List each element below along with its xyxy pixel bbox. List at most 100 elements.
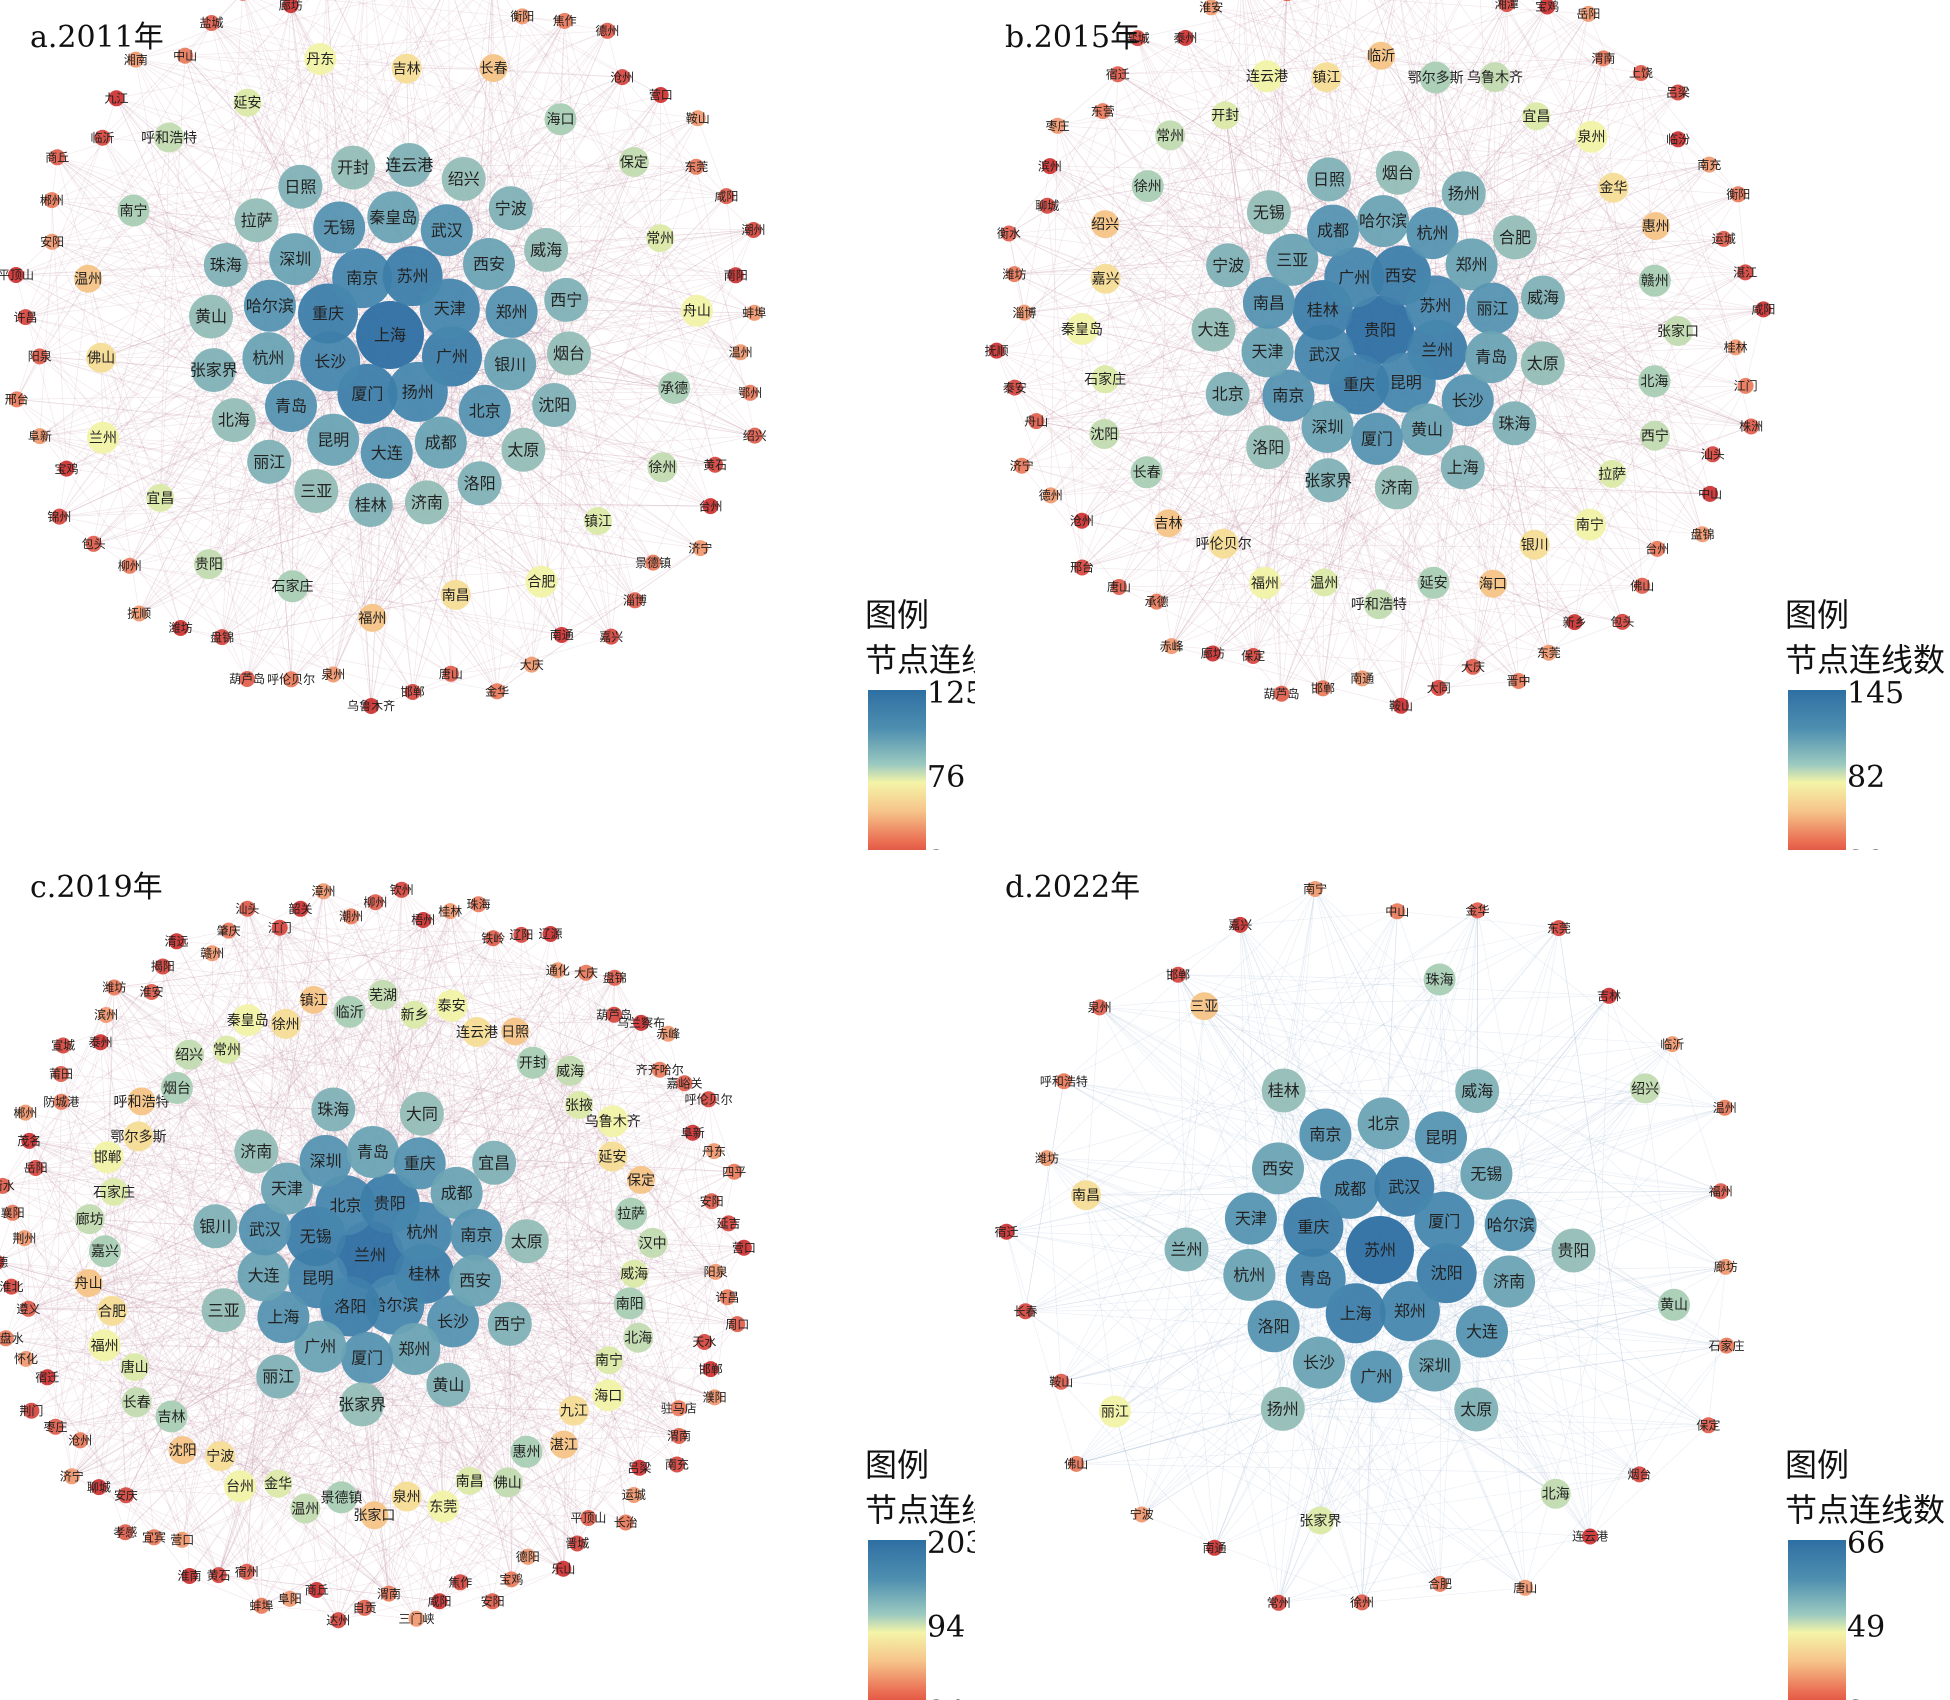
city-node: 威海 <box>555 1055 586 1086</box>
node-circle <box>356 301 424 369</box>
edge <box>35 1167 279 1377</box>
node-circle <box>595 1346 623 1375</box>
node-label: 石家庄 <box>1708 1338 1744 1353</box>
edge <box>100 58 321 359</box>
node-label: 德州 <box>1039 488 1063 503</box>
city-node: 武汉 <box>1294 324 1355 385</box>
edge <box>493 67 756 436</box>
edge <box>1654 381 1658 549</box>
edge <box>726 196 737 276</box>
city-node: 深圳 <box>269 233 322 286</box>
edge <box>269 178 464 306</box>
city-node: 兰州 <box>336 1221 404 1289</box>
edge <box>443 1132 693 1507</box>
edge <box>290 259 296 680</box>
node-label: 许昌 <box>715 1290 739 1304</box>
node-circle <box>256 1354 301 1399</box>
node-label: 临汾 <box>1666 133 1690 147</box>
node-circle <box>1350 412 1403 465</box>
node-circle <box>1456 1305 1508 1358</box>
edge <box>449 195 727 309</box>
edge <box>1021 465 1120 588</box>
edge <box>484 410 711 507</box>
node-label: 临沂 <box>1660 1037 1684 1051</box>
edge <box>563 1105 580 1569</box>
city-node: 淮安 <box>140 984 164 1000</box>
edge <box>47 1376 574 1412</box>
edge <box>1063 1080 1487 1175</box>
node-label: 西安 <box>1385 266 1417 285</box>
city-node: 长春 <box>1013 1303 1038 1320</box>
node-label: 怀化 <box>14 1352 38 1366</box>
city-node: 威海 <box>1455 1069 1500 1114</box>
node-circle <box>1727 339 1744 356</box>
edge <box>1049 165 1402 706</box>
node-circle <box>1251 60 1283 93</box>
edge <box>414 0 698 312</box>
edge <box>176 930 229 942</box>
edge <box>16 356 41 400</box>
edge <box>263 1274 578 1544</box>
node-label: 沧州 <box>610 69 634 84</box>
edge <box>1060 911 1398 1382</box>
edge <box>28 1225 216 1310</box>
edge <box>1178 974 1440 980</box>
city-node: 芜湖 <box>368 979 398 1010</box>
edge <box>1542 363 1623 623</box>
node-circle <box>442 665 459 682</box>
node-label: 洛阳 <box>1252 438 1284 457</box>
edge <box>474 1280 509 1483</box>
edge <box>182 1435 680 1451</box>
node-circle <box>343 908 360 925</box>
edge <box>25 1112 183 1540</box>
city-node: 达州 <box>326 1612 350 1629</box>
city-node: 景德镇 <box>635 554 671 571</box>
edge <box>1558 928 1640 1475</box>
node-circle <box>20 1300 37 1317</box>
city-node: 铁岭 <box>481 930 505 947</box>
node-circle <box>1346 1216 1414 1284</box>
city-node: 张掖 <box>565 1091 593 1120</box>
legend-title: 图例 <box>865 1446 930 1484</box>
edge <box>292 562 654 587</box>
city-node: 淄博 <box>623 592 647 609</box>
city-node: 天津 <box>419 278 480 339</box>
edge <box>185 30 608 57</box>
edge <box>349 889 403 1013</box>
edge <box>1536 116 1656 281</box>
city-node: 三亚 <box>1190 992 1219 1021</box>
city-node: 嘉兴 <box>599 628 623 645</box>
node-circle <box>700 1091 717 1108</box>
edge <box>374 1514 528 1558</box>
edge <box>12 1212 29 1309</box>
edge <box>633 161 716 465</box>
edge <box>523 387 675 451</box>
city-node: 焦作 <box>553 12 577 29</box>
node-label: 大同 <box>1427 681 1451 695</box>
node-label: 大连 <box>371 443 403 462</box>
node-circle <box>4 1204 21 1221</box>
edge <box>1114 1278 1316 1412</box>
city-node: 南宁 <box>595 1346 623 1375</box>
city-node: 桂林 <box>1724 339 1748 356</box>
edge <box>100 357 413 693</box>
city-node: 渭南 <box>1591 50 1615 67</box>
node-circle <box>706 1143 722 1160</box>
node-label: 大庆 <box>520 658 544 672</box>
node-circle <box>0 1177 11 1194</box>
city-node: 许昌 <box>715 1289 739 1306</box>
node-label: 潍坊 <box>102 980 126 995</box>
node-circle <box>392 1201 453 1262</box>
edge <box>104 999 314 1252</box>
node-circle <box>127 1087 156 1116</box>
node-circle <box>1465 658 1481 675</box>
edge <box>708 1099 715 1152</box>
edge <box>0 1266 248 1573</box>
node-circle <box>300 331 361 392</box>
node-label: 呼和浩特 <box>1351 597 1407 613</box>
node-circle <box>420 204 473 257</box>
edge <box>39 356 532 665</box>
edge <box>1361 400 1469 679</box>
edge <box>416 1156 613 1619</box>
edge <box>561 467 663 636</box>
